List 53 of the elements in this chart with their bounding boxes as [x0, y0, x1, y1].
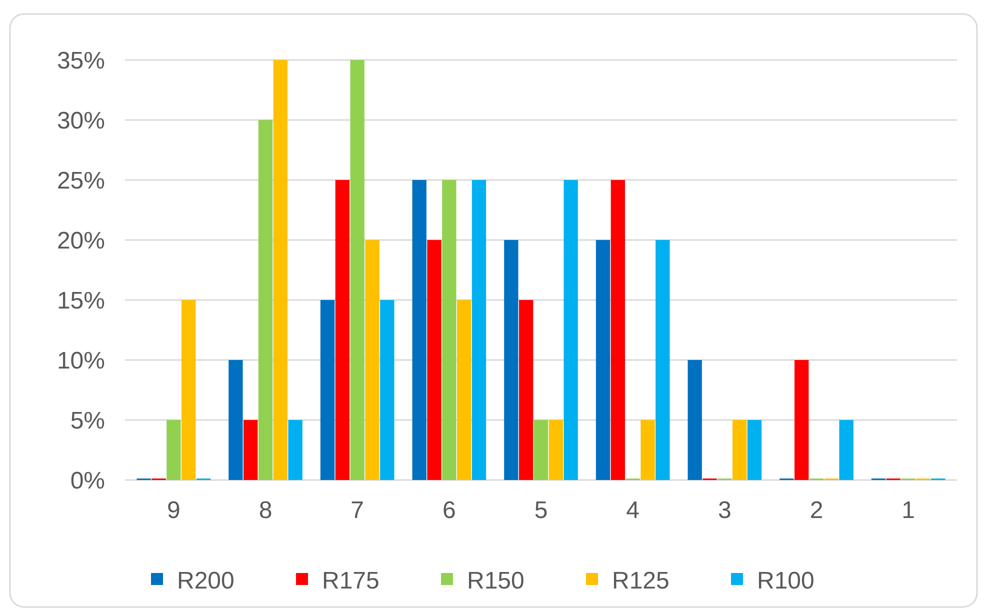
y-tick-label: 0% [70, 467, 105, 494]
bar [350, 60, 364, 480]
x-tick-label: 1 [902, 497, 916, 524]
bar [472, 180, 486, 480]
bar [504, 240, 518, 480]
x-tick-label: 5 [534, 497, 548, 524]
bar [365, 240, 380, 480]
bar [228, 360, 243, 480]
x-tick-label: 9 [166, 497, 180, 524]
bar [166, 420, 181, 480]
bar [427, 240, 442, 480]
legend-label: R200 [177, 567, 234, 594]
bar [258, 120, 273, 480]
y-tick-label: 35% [56, 47, 105, 74]
bar [548, 420, 563, 480]
y-tick-label: 20% [56, 227, 105, 254]
bar [335, 180, 350, 480]
x-tick-label: 2 [810, 497, 824, 524]
y-tick-label: 15% [56, 287, 105, 314]
bar [273, 60, 288, 480]
bar [747, 420, 762, 480]
bar [320, 300, 335, 480]
legend-label: R125 [612, 567, 670, 594]
bar [519, 300, 534, 480]
bar [442, 180, 456, 480]
y-tick-label: 25% [56, 167, 105, 194]
bar [456, 300, 472, 480]
bar [534, 420, 548, 480]
x-tick-label: 7 [350, 497, 364, 524]
x-tick-label: 8 [258, 497, 272, 524]
y-tick-label: 10% [56, 347, 105, 374]
legend-label: R175 [322, 567, 380, 594]
bar [688, 360, 702, 480]
bar [610, 180, 626, 480]
bar [656, 240, 670, 480]
bar [412, 180, 426, 480]
bar [288, 420, 302, 480]
x-tick-label: 6 [442, 497, 456, 524]
bar [380, 300, 394, 480]
bar [839, 420, 854, 480]
bar [244, 420, 258, 480]
y-tick-label: 30% [56, 107, 105, 134]
bar [732, 420, 747, 480]
x-tick-label: 4 [626, 497, 640, 524]
bar [564, 180, 578, 480]
y-tick-label: 5% [70, 407, 105, 434]
legend-label: R100 [757, 567, 814, 594]
bar [640, 420, 655, 480]
bar [596, 240, 610, 480]
bar [182, 300, 196, 480]
legend-label: R150 [467, 567, 524, 594]
bar [794, 360, 809, 480]
x-tick-label: 3 [718, 497, 732, 524]
